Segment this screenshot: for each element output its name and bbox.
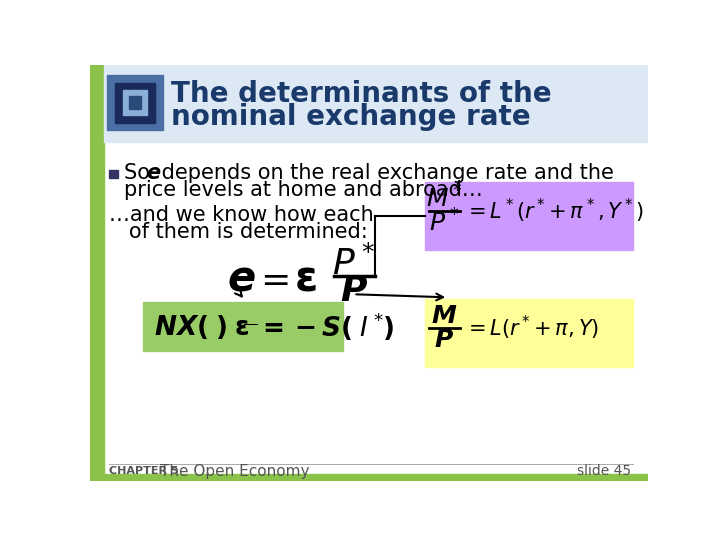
Bar bbox=[104, 65, 648, 142]
Text: So: So bbox=[124, 163, 157, 183]
Text: slide 45: slide 45 bbox=[577, 464, 631, 478]
Text: $\boldsymbol{P}$: $\boldsymbol{P}$ bbox=[340, 274, 367, 308]
Text: $\boldsymbol{P^*}$: $\boldsymbol{P^*}$ bbox=[332, 245, 375, 281]
Text: $= L^*(r^*\!+\pi^*,Y^*)$: $= L^*(r^*\!+\pi^*,Y^*)$ bbox=[464, 197, 644, 225]
Text: price levels at home and abroad…: price levels at home and abroad… bbox=[124, 179, 483, 200]
Bar bbox=[425, 182, 632, 249]
Text: $=$: $=$ bbox=[253, 262, 288, 296]
Text: of them is determined:: of them is determined: bbox=[109, 222, 368, 242]
Bar bbox=[107, 75, 163, 130]
Text: nominal exchange rate: nominal exchange rate bbox=[171, 103, 531, 131]
Text: depends on the real exchange rate and the: depends on the real exchange rate and th… bbox=[155, 163, 614, 183]
Text: $\boldsymbol{M}$: $\boldsymbol{M}$ bbox=[431, 304, 457, 328]
Text: $\boldsymbol{P^*}$: $\boldsymbol{P^*}$ bbox=[429, 210, 459, 237]
Text: $= L(r^*\!+\pi, Y)$: $= L(r^*\!+\pi, Y)$ bbox=[464, 314, 599, 342]
Bar bbox=[90, 475, 648, 481]
Bar bbox=[143, 302, 343, 351]
Text: CHAPTER 5: CHAPTER 5 bbox=[109, 467, 179, 476]
Text: …and we know how each: …and we know how each bbox=[109, 205, 374, 225]
Text: The determinants of the: The determinants of the bbox=[171, 80, 552, 108]
Text: $\boldsymbol{= -S(\;I^*\!)}$: $\boldsymbol{= -S(\;I^*\!)}$ bbox=[258, 310, 395, 343]
Text: $\boldsymbol{P}$: $\boldsymbol{P}$ bbox=[434, 328, 454, 353]
Bar bbox=[122, 90, 148, 115]
Bar bbox=[109, 170, 118, 178]
Bar bbox=[114, 83, 155, 123]
Text: $\boldsymbol{\varepsilon}$: $\boldsymbol{\varepsilon}$ bbox=[294, 258, 317, 300]
Text: $\overline{\;\;}$: $\overline{\;\;}$ bbox=[243, 310, 256, 330]
Bar bbox=[425, 299, 632, 367]
Text: The Open Economy: The Open Economy bbox=[160, 464, 310, 479]
Bar bbox=[129, 96, 141, 110]
Text: e: e bbox=[145, 163, 160, 183]
Text: $\boldsymbol{NX(\;)\;\varepsilon}$: $\boldsymbol{NX(\;)\;\varepsilon}$ bbox=[153, 313, 249, 341]
Text: $\boldsymbol{M^*}$: $\boldsymbol{M^*}$ bbox=[426, 185, 463, 212]
Text: $\boldsymbol{e}$: $\boldsymbol{e}$ bbox=[227, 258, 256, 300]
Bar bbox=[90, 65, 104, 481]
